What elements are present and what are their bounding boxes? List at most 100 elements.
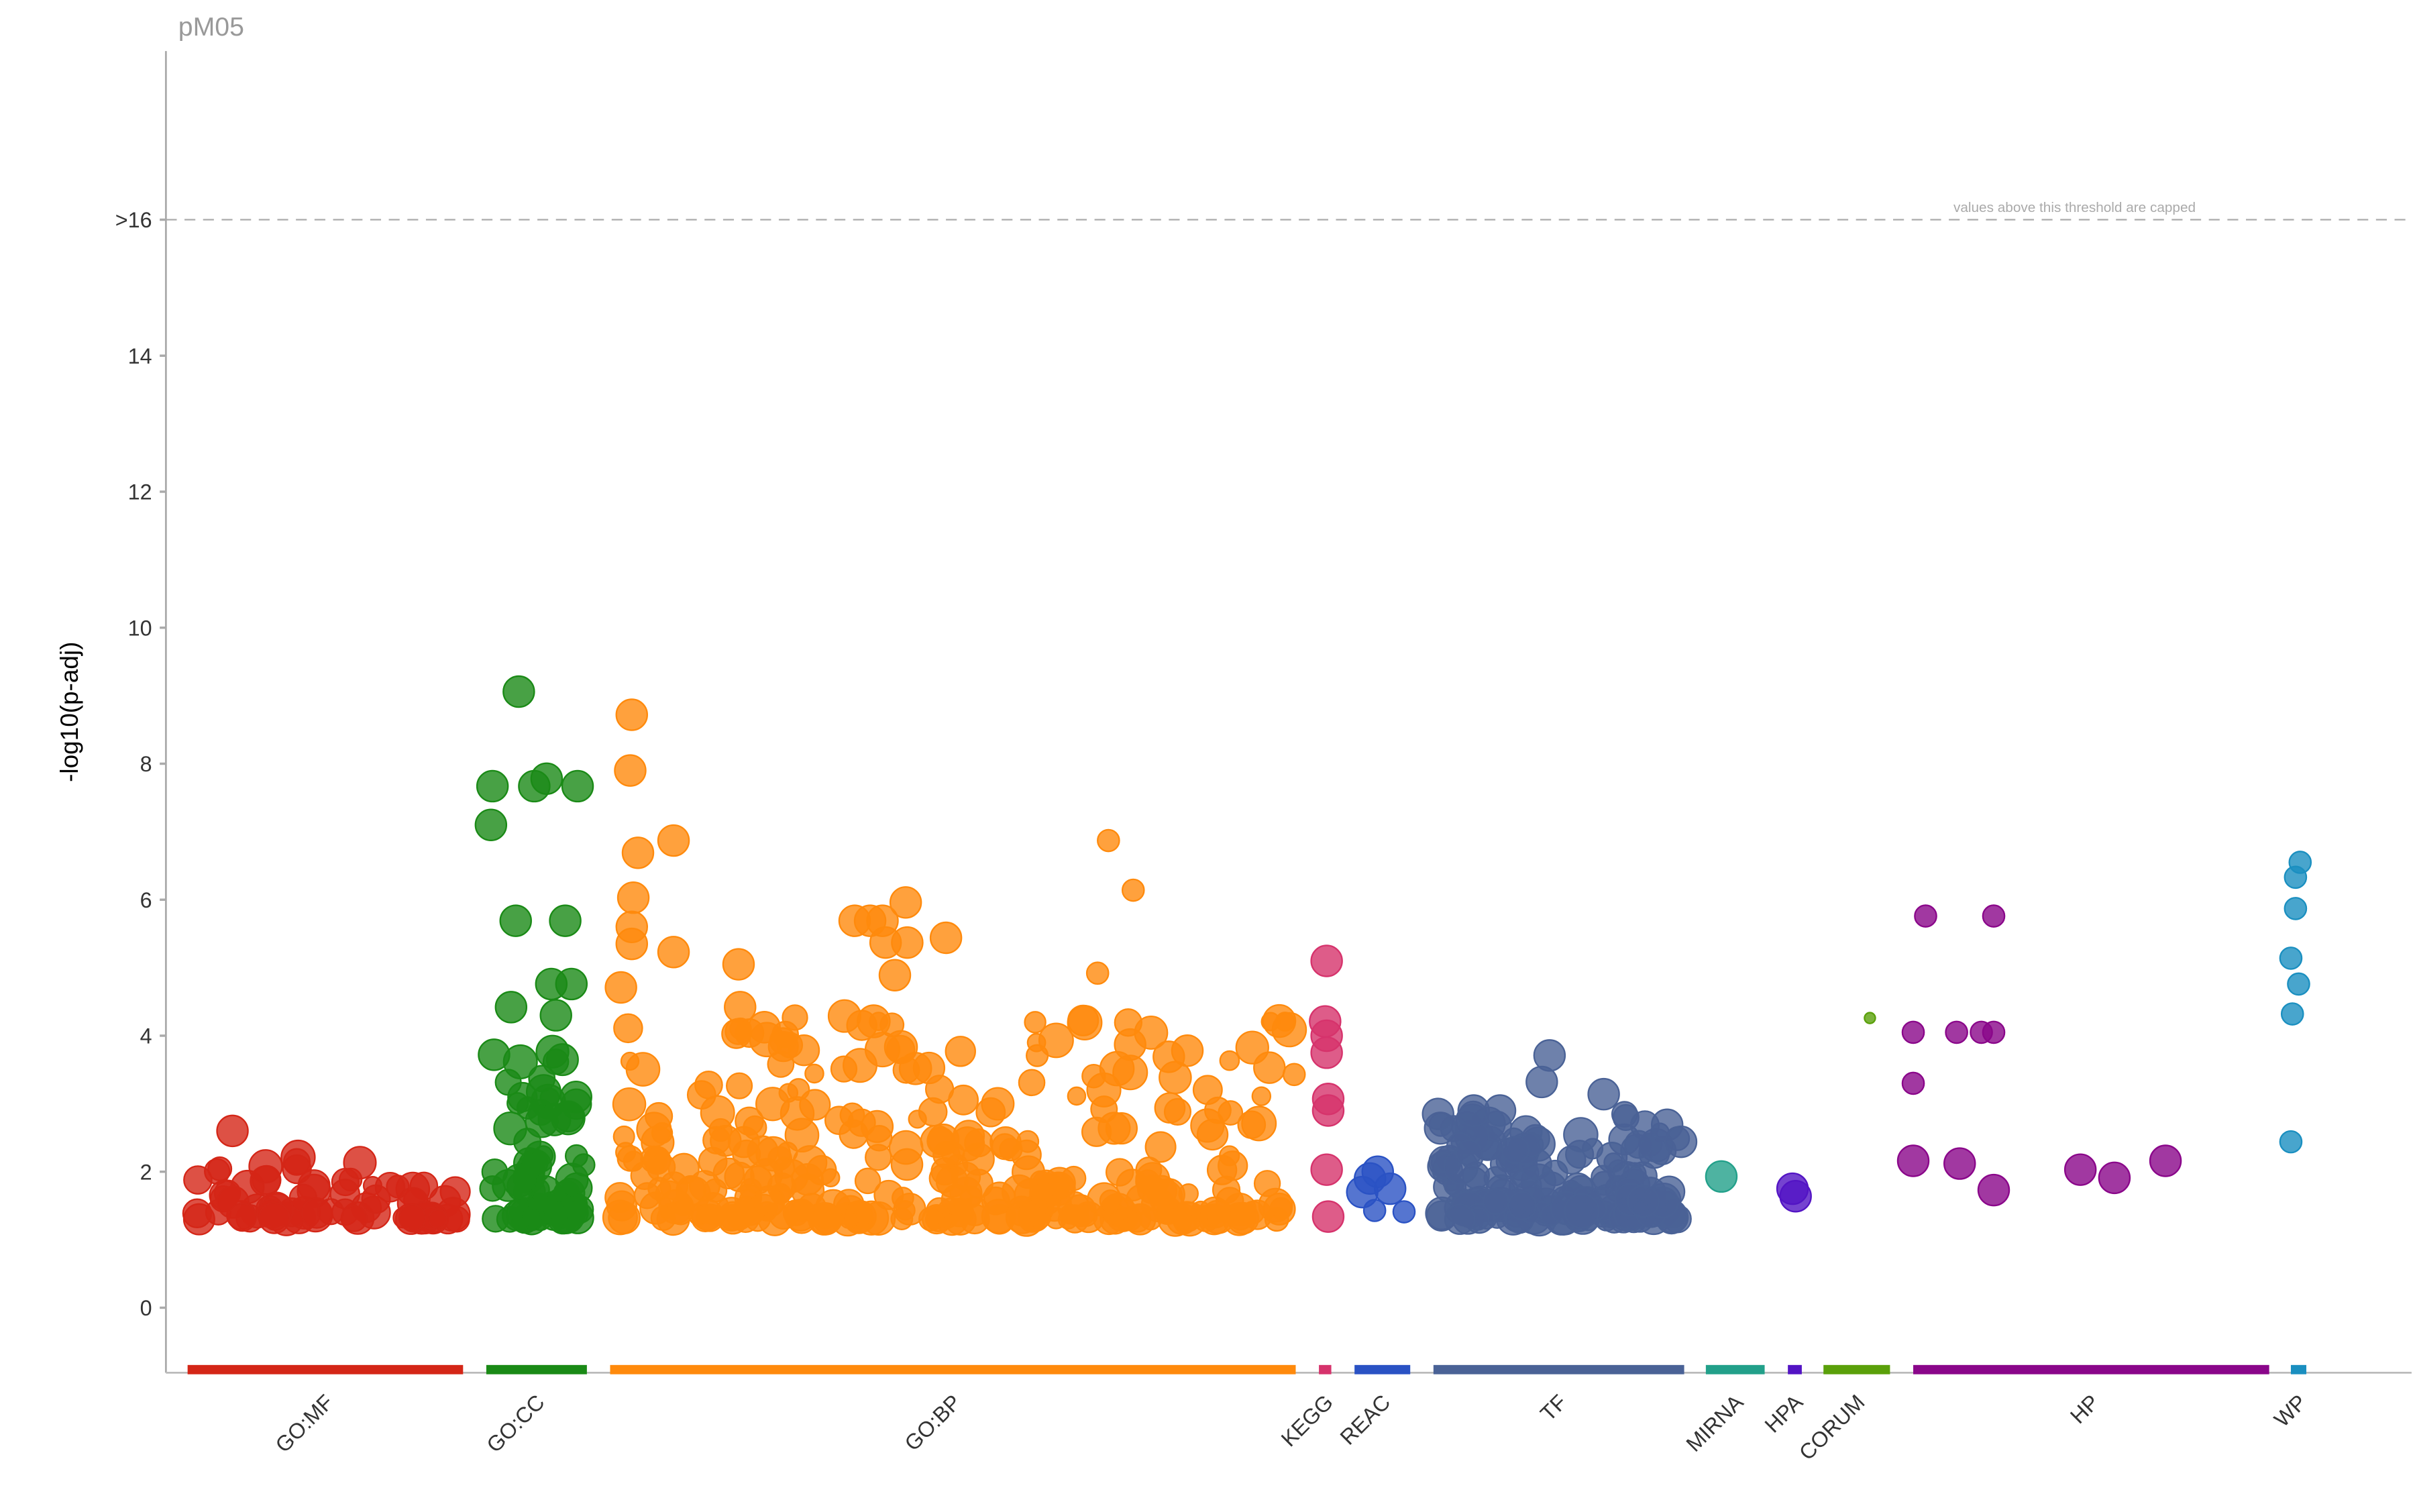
data-point[interactable] bbox=[625, 1052, 661, 1087]
data-point[interactable] bbox=[502, 675, 535, 708]
data-point[interactable] bbox=[1977, 1173, 2010, 1207]
data-point[interactable] bbox=[959, 1196, 990, 1226]
data-point[interactable] bbox=[613, 1013, 643, 1044]
data-point[interactable] bbox=[2149, 1144, 2182, 1177]
data-point[interactable] bbox=[1155, 1202, 1177, 1224]
data-point[interactable] bbox=[1105, 1158, 1134, 1187]
data-point[interactable] bbox=[1943, 1147, 1976, 1180]
data-point[interactable] bbox=[657, 936, 690, 969]
data-point[interactable] bbox=[1421, 1097, 1454, 1130]
data-point[interactable] bbox=[216, 1114, 249, 1148]
data-point[interactable] bbox=[1029, 1170, 1053, 1193]
data-point[interactable] bbox=[612, 1087, 647, 1122]
data-point[interactable] bbox=[702, 1126, 731, 1154]
data-point[interactable] bbox=[812, 1204, 843, 1234]
data-point[interactable] bbox=[1121, 878, 1145, 902]
data-point[interactable] bbox=[827, 999, 861, 1033]
data-point[interactable] bbox=[686, 1080, 716, 1110]
data-point[interactable] bbox=[494, 991, 528, 1024]
data-point[interactable] bbox=[361, 1184, 391, 1214]
data-point[interactable] bbox=[227, 1203, 257, 1232]
data-point[interactable] bbox=[549, 1199, 585, 1234]
data-point[interactable] bbox=[1310, 1153, 1343, 1186]
data-point[interactable] bbox=[755, 1087, 790, 1122]
data-point[interactable] bbox=[476, 769, 509, 803]
data-point[interactable] bbox=[1501, 1136, 1529, 1165]
data-point[interactable] bbox=[1705, 1160, 1738, 1193]
data-point[interactable] bbox=[1896, 1144, 1930, 1177]
data-point[interactable] bbox=[183, 1165, 213, 1195]
data-point[interactable] bbox=[804, 1063, 824, 1084]
data-point[interactable] bbox=[1587, 1077, 1620, 1111]
data-point[interactable] bbox=[1097, 828, 1120, 853]
data-point[interactable] bbox=[1914, 904, 1937, 928]
data-point[interactable] bbox=[522, 1205, 547, 1229]
data-point[interactable] bbox=[1374, 1172, 1407, 1205]
data-point[interactable] bbox=[248, 1149, 283, 1184]
data-point[interactable] bbox=[2287, 972, 2310, 996]
data-point[interactable] bbox=[1219, 1050, 1240, 1071]
data-point[interactable] bbox=[929, 921, 963, 955]
data-point[interactable] bbox=[340, 1205, 368, 1232]
data-point[interactable] bbox=[604, 1182, 636, 1213]
data-point[interactable] bbox=[1018, 1069, 1046, 1097]
data-point[interactable] bbox=[398, 1203, 427, 1232]
data-point[interactable] bbox=[895, 1200, 916, 1221]
data-point[interactable] bbox=[614, 754, 647, 787]
data-point[interactable] bbox=[1507, 1191, 1537, 1220]
data-point[interactable] bbox=[2098, 1161, 2131, 1195]
data-point[interactable] bbox=[1864, 1012, 1876, 1024]
data-point[interactable] bbox=[1525, 1065, 1558, 1099]
data-point[interactable] bbox=[657, 824, 690, 857]
data-point[interactable] bbox=[860, 1110, 894, 1143]
data-point[interactable] bbox=[2284, 865, 2308, 889]
data-point[interactable] bbox=[725, 1072, 753, 1099]
data-point[interactable] bbox=[892, 1056, 920, 1084]
data-point[interactable] bbox=[2284, 897, 2308, 920]
data-point[interactable] bbox=[343, 1146, 377, 1180]
data-point[interactable] bbox=[615, 1142, 637, 1163]
data-point[interactable] bbox=[207, 1156, 233, 1181]
data-point[interactable] bbox=[889, 886, 922, 919]
data-point[interactable] bbox=[2063, 1153, 2097, 1186]
data-point[interactable] bbox=[549, 904, 582, 937]
data-point[interactable] bbox=[317, 1198, 344, 1226]
data-point[interactable] bbox=[799, 1089, 831, 1121]
data-point[interactable] bbox=[182, 1198, 213, 1229]
data-point[interactable] bbox=[604, 971, 637, 1004]
data-point[interactable] bbox=[1192, 1075, 1223, 1105]
data-point[interactable] bbox=[743, 1115, 767, 1140]
data-point[interactable] bbox=[1251, 1086, 1272, 1106]
data-point[interactable] bbox=[615, 927, 648, 961]
data-point[interactable] bbox=[1456, 1139, 1483, 1166]
data-point[interactable] bbox=[258, 1202, 290, 1234]
data-point[interactable] bbox=[1067, 1004, 1099, 1036]
data-point[interactable] bbox=[559, 1080, 592, 1114]
data-point[interactable] bbox=[891, 926, 924, 959]
data-point[interactable] bbox=[724, 991, 757, 1024]
data-point[interactable] bbox=[539, 999, 572, 1032]
data-point[interactable] bbox=[1563, 1117, 1599, 1152]
data-point[interactable] bbox=[621, 836, 655, 869]
data-point[interactable] bbox=[1144, 1131, 1177, 1163]
data-point[interactable] bbox=[1310, 944, 1343, 977]
data-point[interactable] bbox=[1124, 1203, 1157, 1236]
data-point[interactable] bbox=[555, 967, 588, 1001]
data-point[interactable] bbox=[790, 1198, 814, 1222]
data-point[interactable] bbox=[908, 1110, 927, 1129]
data-point[interactable] bbox=[1945, 1020, 1968, 1044]
data-point[interactable] bbox=[989, 1126, 1022, 1158]
data-point[interactable] bbox=[1171, 1034, 1204, 1067]
data-point[interactable] bbox=[651, 1122, 674, 1144]
data-point[interactable] bbox=[282, 1154, 312, 1185]
data-point[interactable] bbox=[1253, 1051, 1286, 1084]
data-point[interactable] bbox=[925, 1205, 953, 1232]
data-point[interactable] bbox=[2279, 1130, 2303, 1154]
data-point[interactable] bbox=[722, 948, 755, 981]
data-point[interactable] bbox=[1362, 1199, 1387, 1222]
data-point[interactable] bbox=[1024, 1011, 1046, 1034]
data-point[interactable] bbox=[478, 1038, 511, 1071]
data-point[interactable] bbox=[499, 904, 532, 937]
data-point[interactable] bbox=[1444, 1203, 1476, 1235]
data-point[interactable] bbox=[1237, 1110, 1267, 1140]
